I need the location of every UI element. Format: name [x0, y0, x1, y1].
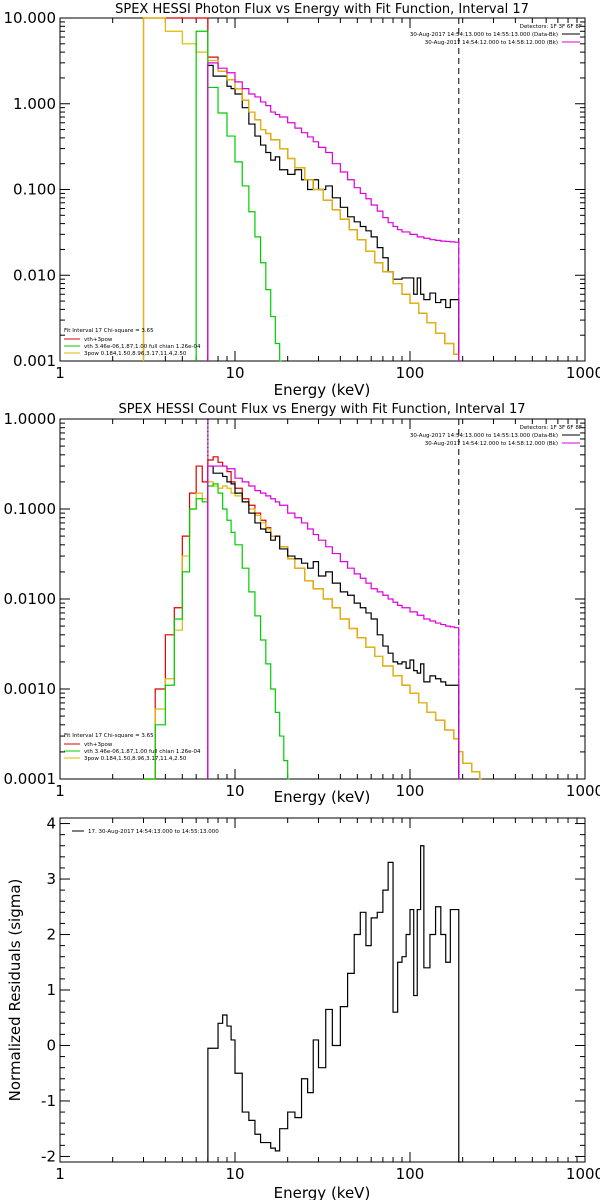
photon-axes: 1 10 100 1000 0.001 0.010 0.100 1.000 10.000 [4, 9, 600, 382]
y-tick-label: 0.0100 [4, 590, 57, 608]
count-axes: 1 10 100 1000 0.0001 0.0010 0.0100 0.1000 1.0000 [4, 410, 600, 800]
x-tick-label: 10 [225, 364, 244, 382]
series-0-3 [195, 30, 282, 362]
residuals-legend: 17. 30-Aug-2017 14:54:13.000 to 14:55:13… [72, 829, 219, 835]
photon-vlines [207, 18, 460, 361]
x-tick-label: 100 [396, 782, 425, 800]
y-tick-label: 10.000 [4, 9, 57, 27]
count-vlines [207, 419, 460, 779]
photon-flux-panel: SPEX HESSI Photon Flux vs Energy with Fi… [4, 2, 600, 399]
photon-bk-interval-label: 30-Aug-2017 14:54:12.000 to 14:58:12.000… [425, 40, 558, 46]
photon-legend-vth: vth 3.46e-06,1.87,1.00 full chian 1.26e-… [84, 344, 201, 350]
series-0-0 [207, 64, 461, 362]
series-1-4 [207, 465, 461, 780]
y-tick-label: 1.000 [13, 95, 56, 113]
y-tick-label: 0.001 [13, 352, 56, 370]
y-tick-label: 3 [46, 870, 56, 888]
count-detectors-label: Detectors: 1F 3F 6F 8F [520, 425, 582, 431]
residuals-panel: Energy (keV) Normalized Residuals (sigma… [6, 815, 600, 1200]
x-tick-label: 1 [55, 1165, 65, 1183]
residuals-legend-label: 17. 30-Aug-2017 14:54:13.000 to 14:55:13… [88, 829, 219, 835]
y-tick-label: -2 [41, 1147, 56, 1165]
photon-legend-vthpow: vth+3pow [84, 337, 113, 343]
y-tick-label: 1 [46, 981, 56, 999]
residuals-xlabel: Energy (keV) [274, 1184, 371, 1200]
y-tick-label: 0.100 [13, 181, 56, 199]
x-tick-label: 10 [225, 782, 244, 800]
residuals-axes: 1 10 100 1000 -2 -1 0 1 2 3 4 [41, 815, 600, 1183]
count-legend-vth: vth 3.46e-06,1.87,1.00 full chian 1.26e-… [84, 749, 201, 755]
photon-series [142, 17, 461, 362]
series-1-2 [143, 483, 290, 780]
y-tick-label: -1 [41, 1092, 56, 1110]
y-tick-label: 0.0010 [4, 680, 57, 698]
y-tick-label: 0.010 [13, 266, 56, 284]
x-tick-label: 1000 [566, 1165, 600, 1183]
y-tick-label: 0.1000 [4, 500, 57, 518]
count-xlabel: Energy (keV) [274, 788, 371, 806]
series-1-3 [207, 465, 461, 780]
series-1-1 [143, 481, 482, 780]
photon-title: SPEX HESSI Photon Flux vs Energy with Fi… [115, 2, 529, 17]
count-plot-frame [59, 418, 586, 780]
y-tick-label: 0 [46, 1036, 56, 1054]
photon-data-interval-label: 30-Aug-2017 14:54:13.000 to 14:55:13.000… [410, 32, 558, 38]
x-tick-label: 1000 [566, 364, 600, 382]
count-bk-interval-label: 30-Aug-2017 14:54:12.000 to 14:58:12.000… [425, 441, 558, 447]
photon-detectors-label: Detectors: 1F 3F 6F 8F [520, 24, 582, 30]
count-legend-vthpow: vth+3pow [84, 742, 113, 748]
x-tick-label: 100 [396, 1165, 425, 1183]
photon-xlabel: Energy (keV) [274, 381, 371, 399]
count-legend-3pow: 3pow 0.184,1.50,8.96,3.17,11.4,2.50 [84, 756, 187, 762]
count-title: SPEX HESSI Count Flux vs Energy with Fit… [118, 402, 525, 417]
residuals-series [207, 845, 461, 1163]
y-tick-label: 0.0001 [4, 770, 57, 788]
residuals-plot-frame [59, 817, 586, 1163]
photon-legend-bottom-left: Fit Interval 17 Chi-square = 3.65 vth+3p… [64, 328, 201, 357]
y-tick-label: 2 [46, 926, 56, 944]
series-2-0 [207, 845, 461, 1163]
y-tick-label: 4 [46, 815, 56, 833]
photon-legend-3pow: 3pow 0.184,1.50,8.96,3.17,11.4,2.50 [84, 351, 187, 357]
count-flux-panel: SPEX HESSI Count Flux vs Energy with Fit… [4, 402, 600, 806]
count-data-interval-label: 30-Aug-2017 14:54:13.000 to 14:55:13.000… [410, 433, 558, 439]
count-fit-header: Fit Interval 17 Chi-square = 3.65 [64, 733, 154, 739]
photon-legend-top-right: Detectors: 1F 3F 6F 8F 30-Aug-2017 14:54… [410, 24, 582, 46]
count-series [143, 456, 482, 780]
x-tick-label: 100 [396, 364, 425, 382]
series-0-1 [142, 17, 461, 362]
count-legend-top-right: Detectors: 1F 3F 6F 8F 30-Aug-2017 14:54… [410, 425, 582, 447]
x-tick-label: 1 [55, 364, 65, 382]
series-1-0 [143, 456, 482, 780]
series-0-4 [207, 62, 461, 362]
x-tick-label: 1000 [566, 782, 600, 800]
photon-fit-header: Fit Interval 17 Chi-square = 3.65 [64, 328, 154, 334]
count-legend-bottom-left: Fit Interval 17 Chi-square = 3.65 vth+3p… [64, 733, 201, 762]
y-tick-label: 1.0000 [4, 410, 57, 428]
residuals-ylabel: Normalized Residuals (sigma) [6, 879, 24, 1102]
x-tick-label: 10 [225, 1165, 244, 1183]
series-0-2 [142, 17, 461, 362]
x-tick-label: 1 [55, 782, 65, 800]
